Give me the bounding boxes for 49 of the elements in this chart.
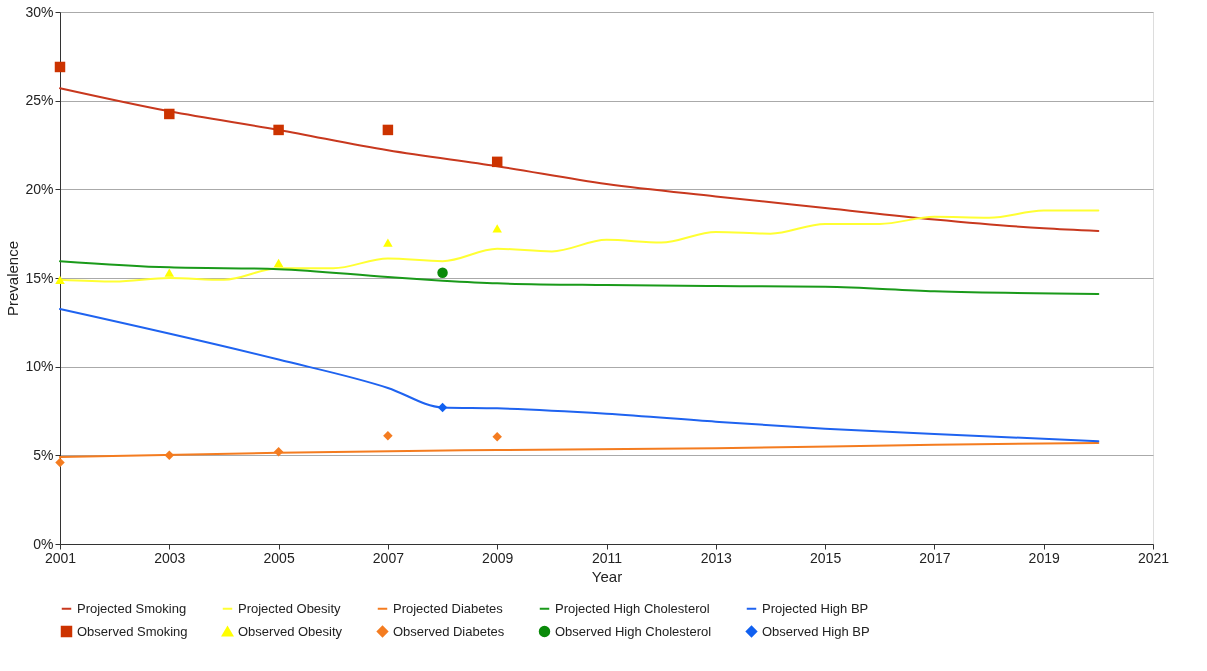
y-tick-label: 20%: [25, 180, 54, 197]
y-tick-label: 0%: [33, 535, 54, 552]
y-tick-label: 15%: [25, 269, 54, 286]
x-tick-label: 2009: [482, 549, 514, 566]
point: [382, 124, 394, 136]
x-axis-title: Year: [591, 567, 623, 585]
x-tick-label: 2021: [1137, 549, 1170, 566]
legend-label: Observed High BP: [762, 623, 870, 639]
legend-label: Observed High Cholesterol: [555, 623, 712, 639]
point: [437, 267, 448, 278]
x-tick-label: 2019: [1028, 549, 1060, 566]
y-tick-label: 5%: [33, 446, 54, 463]
point: [55, 457, 65, 468]
point: [55, 275, 65, 284]
point: [273, 258, 284, 268]
legend-label: Projected Obesity: [238, 600, 342, 616]
line-series: [59, 260, 1100, 295]
y-tick-label: 30%: [25, 3, 54, 20]
y-tick-label: 10%: [25, 358, 54, 375]
x-tick-label: 2007: [372, 549, 405, 566]
legend-label: Observed Diabetes: [393, 623, 505, 639]
x-tick-label: 2011: [591, 549, 623, 566]
legend-label: Observed Smoking: [77, 623, 188, 639]
point: [492, 431, 502, 442]
point: [54, 61, 66, 73]
x-tick-label: 2001: [44, 549, 77, 566]
point: [164, 268, 175, 277]
point: [491, 156, 503, 168]
x-tick-label: 2013: [700, 549, 733, 566]
point: [164, 108, 175, 120]
point: [164, 450, 175, 461]
point: [273, 447, 284, 457]
legend-label: Projected High Cholesterol: [555, 600, 710, 616]
y-axis-title: Prevalence: [4, 240, 22, 317]
point: [383, 238, 393, 247]
line-series: [59, 87, 1100, 233]
legend-label: Observed Obesity: [238, 623, 343, 639]
legend-label: Projected Diabetes: [393, 600, 504, 616]
x-tick-label: 2003: [154, 549, 186, 566]
x-tick-label: 2017: [919, 549, 951, 566]
line-series: [59, 308, 1100, 443]
x-tick-label: 2015: [810, 549, 842, 566]
point: [437, 402, 448, 413]
y-tick-label: 25%: [25, 92, 54, 109]
point: [273, 124, 284, 136]
legend-label: Projected High BP: [762, 600, 869, 616]
point: [383, 431, 393, 441]
x-tick-label: 2005: [263, 549, 295, 566]
legend-label: Projected Smoking: [77, 600, 187, 616]
